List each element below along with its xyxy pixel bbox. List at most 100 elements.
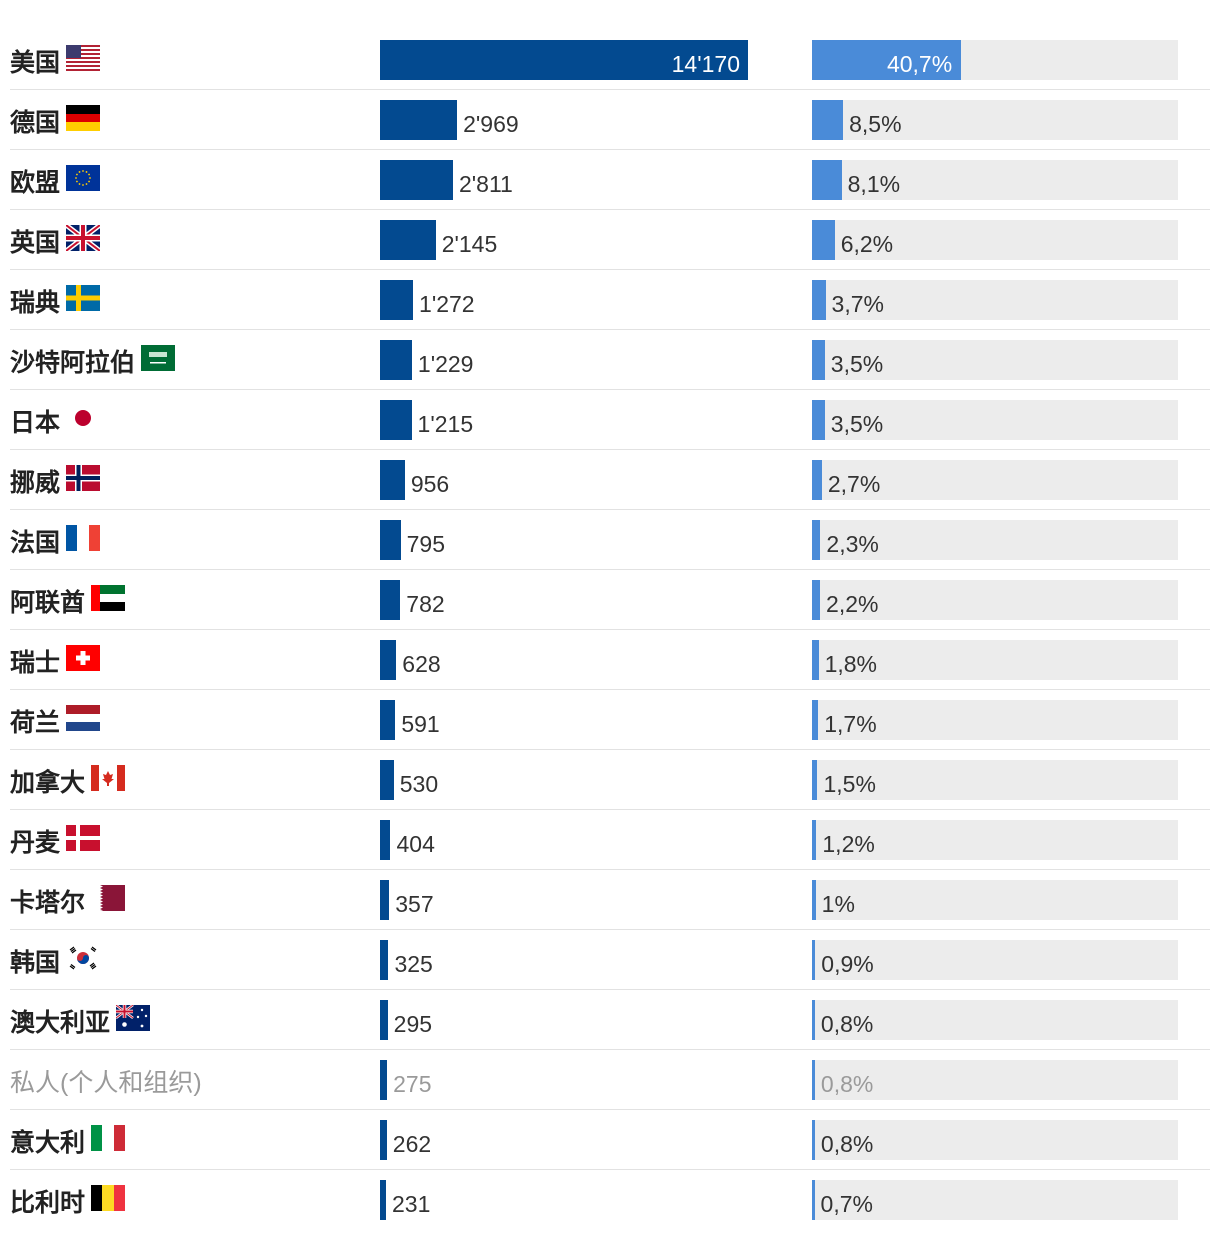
share-bar xyxy=(812,1120,815,1160)
table-row: 瑞士 628 1,8% xyxy=(10,630,1210,690)
value-label: 404 xyxy=(396,831,435,857)
share-track xyxy=(812,460,1178,500)
country-name: 挪威 xyxy=(10,469,61,497)
denmark-flag-icon xyxy=(66,824,101,858)
share-bar xyxy=(812,460,822,500)
value-bar xyxy=(380,160,453,200)
value-bar xyxy=(380,700,396,740)
share-label: 8,1% xyxy=(847,171,901,197)
country-label: 欧盟 xyxy=(10,164,101,198)
eu-flag-icon xyxy=(66,164,101,198)
value-label: 591 xyxy=(401,711,440,737)
row-divider xyxy=(10,1169,1210,1170)
share-bar xyxy=(812,340,825,380)
value-label: 1'272 xyxy=(419,291,475,317)
country-name: 阿联酋 xyxy=(10,589,86,617)
qatar-flag-icon xyxy=(91,884,126,918)
country-label: 沙特阿拉伯 xyxy=(10,344,176,377)
value-label: 295 xyxy=(393,1011,433,1037)
country-label: 美国 xyxy=(10,44,101,77)
value-label: 530 xyxy=(399,771,439,797)
japan-flag-icon xyxy=(66,404,101,438)
country-name: 美国 xyxy=(10,49,61,77)
country-label: 卡塔尔 xyxy=(10,884,126,918)
value-label: 628 xyxy=(402,651,441,677)
table-row: 挪威 956 2,7% xyxy=(10,450,1210,510)
row-divider xyxy=(10,809,1210,810)
uk-flag-icon xyxy=(64,222,102,258)
share-track xyxy=(812,940,1178,980)
share-label: 3,5% xyxy=(830,411,884,437)
share-track xyxy=(812,520,1178,560)
value-bar xyxy=(380,940,389,980)
table-row: 沙特阿拉伯 1'229 3,5% xyxy=(10,330,1210,390)
belgium-flag-icon xyxy=(91,1184,126,1218)
share-label: 8,5% xyxy=(849,111,902,137)
value-bar xyxy=(380,280,414,320)
row-divider xyxy=(10,869,1210,870)
share-track xyxy=(812,1120,1178,1160)
row-divider xyxy=(10,1049,1210,1050)
country-name: 韩国 xyxy=(10,949,61,977)
country-name: 日本 xyxy=(10,409,61,437)
value-label: 2'145 xyxy=(441,231,498,257)
share-track xyxy=(812,1180,1178,1220)
country-name: 丹麦 xyxy=(10,829,61,857)
share-track xyxy=(812,280,1178,320)
share-track xyxy=(812,100,1178,140)
table-row: 比利时 231 0,7% xyxy=(10,1170,1210,1230)
country-name: 卡塔尔 xyxy=(10,889,86,917)
row-divider xyxy=(10,149,1210,150)
country-name: 沙特阿拉伯 xyxy=(10,349,136,377)
country-name: 欧盟 xyxy=(10,169,61,197)
value-label: 262 xyxy=(392,1131,432,1157)
country-label: 比利时 xyxy=(10,1184,126,1218)
table-row: 英国 2'145 6,2% xyxy=(10,210,1210,270)
value-bar xyxy=(380,580,401,620)
share-label: 1,8% xyxy=(824,651,878,677)
value-bar xyxy=(380,340,412,380)
country-name: 意大利 xyxy=(10,1129,86,1157)
country-name: 瑞士 xyxy=(10,649,61,677)
share-track xyxy=(812,340,1178,380)
row-divider xyxy=(10,209,1210,210)
table-row: 澳大利亚 295 0,8% xyxy=(10,990,1210,1050)
value-bar xyxy=(380,880,390,920)
country-label: 加拿大 xyxy=(10,764,126,797)
share-label: 1,7% xyxy=(824,711,877,737)
table-row: 瑞典 1'272 3,7% xyxy=(10,270,1210,330)
share-label: 2,3% xyxy=(826,531,879,557)
sweden-flag-icon xyxy=(66,284,101,318)
share-bar xyxy=(812,880,816,920)
south-korea-flag-icon xyxy=(66,944,101,978)
country-label: 丹麦 xyxy=(10,824,101,858)
value-label: 14'170 xyxy=(671,51,740,77)
share-bar xyxy=(812,280,826,320)
italy-flag-icon xyxy=(91,1124,126,1158)
table-row: 日本 1'215 3,5% xyxy=(10,390,1210,450)
value-bar xyxy=(380,1060,388,1100)
share-bar xyxy=(812,640,819,680)
share-label: 2,7% xyxy=(827,471,881,497)
country-label: 韩国 xyxy=(10,944,101,978)
row-divider xyxy=(10,1109,1210,1110)
value-bar xyxy=(380,1180,386,1220)
share-track xyxy=(812,220,1178,260)
share-label: 0,8% xyxy=(820,1011,874,1037)
value-bar xyxy=(380,460,405,500)
value-label: 2'811 xyxy=(459,171,513,197)
share-label: 3,5% xyxy=(830,351,884,377)
share-label: 40,7% xyxy=(886,51,953,77)
share-label: 1,2% xyxy=(822,831,875,857)
share-label: 3,7% xyxy=(831,291,884,317)
australia-flag-icon xyxy=(115,1003,151,1038)
row-divider xyxy=(10,509,1210,510)
table-row: 德国 2'969 8,5% xyxy=(10,90,1210,150)
table-row: 加拿大 530 1,5% xyxy=(10,750,1210,810)
country-name: 瑞典 xyxy=(10,289,61,317)
table-row: 意大利 262 0,8% xyxy=(10,1110,1210,1170)
uae-flag-icon xyxy=(91,584,126,618)
value-label: 956 xyxy=(410,471,450,497)
share-label: 0,7% xyxy=(820,1191,873,1217)
country-name: 荷兰 xyxy=(10,709,61,737)
